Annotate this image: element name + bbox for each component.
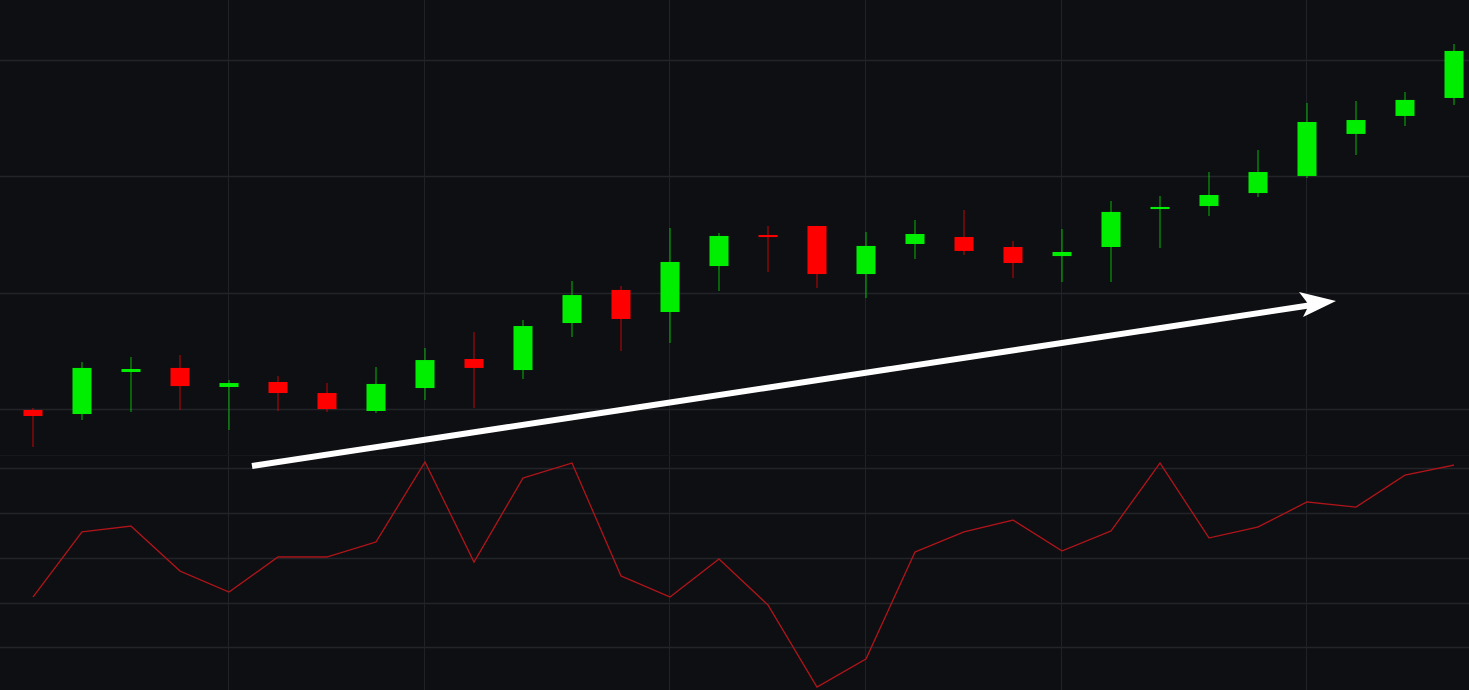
candle-body — [905, 234, 925, 244]
indicator-line — [32, 460, 1455, 688]
marks — [23, 43, 1464, 688]
candle-body — [1003, 247, 1023, 264]
candle-body — [219, 383, 239, 387]
trend-arrow — [251, 292, 1336, 469]
candle-body — [170, 367, 190, 387]
candle-body — [1444, 50, 1464, 98]
candle-body — [562, 295, 582, 324]
arrow-head — [1299, 292, 1336, 317]
candle-body — [1395, 99, 1415, 116]
candle-body — [611, 289, 631, 319]
candle-body — [513, 326, 533, 371]
candle-body — [954, 237, 974, 251]
candle-body — [366, 383, 386, 412]
candle-body — [758, 235, 778, 238]
candle-body — [807, 225, 827, 275]
candle-body — [23, 409, 43, 416]
candle-body — [709, 235, 729, 267]
candle-body — [268, 381, 288, 394]
candle-body — [121, 368, 141, 373]
candle-body — [1248, 172, 1268, 194]
grid — [0, 59, 1469, 649]
candle-body — [1101, 211, 1121, 247]
candle-body — [1199, 195, 1219, 207]
candle-body — [660, 261, 680, 312]
candle-body — [856, 245, 876, 275]
candle-body — [72, 367, 92, 415]
candle-body — [415, 360, 435, 389]
candle-body — [1052, 251, 1072, 257]
arrow-shaft — [251, 302, 1313, 469]
candle-body — [1150, 206, 1170, 210]
candle-body — [317, 393, 337, 410]
candle-body — [1346, 120, 1366, 134]
candle-body — [1297, 121, 1317, 176]
vertical-grid — [228, 0, 1307, 690]
candle-body — [464, 359, 484, 368]
